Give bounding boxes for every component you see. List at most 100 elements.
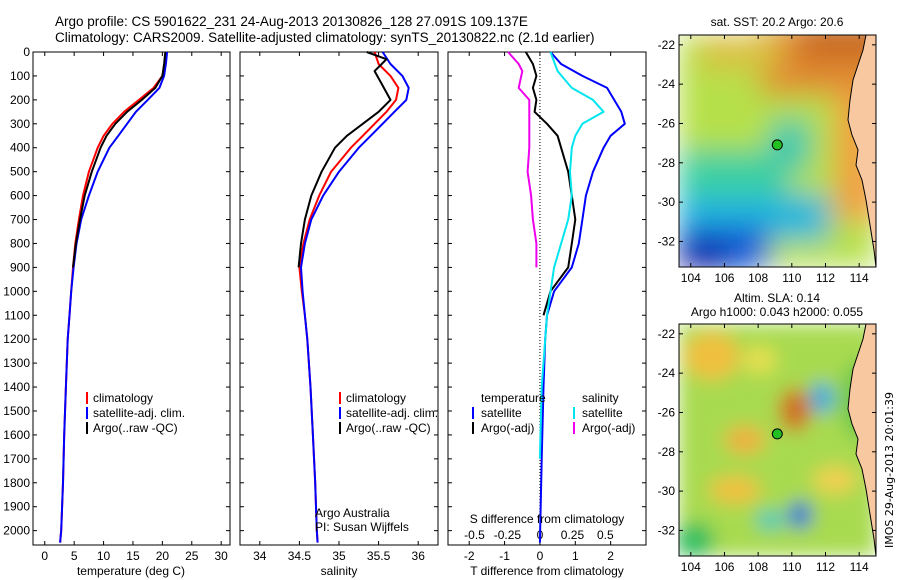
lon-tick-label: 112 — [816, 271, 835, 285]
legend-label-climatology: climatology — [93, 391, 153, 405]
temperature-xlabel: temperature (deg C) — [77, 564, 185, 578]
depth-tick-label: 1100 — [4, 308, 30, 322]
depth-tick-label: 700 — [10, 213, 30, 227]
sst-field — [679, 35, 876, 267]
temperature-panel: 0100200300400500600700800900100011001200… — [3, 45, 231, 578]
depth-tick-label: 1600 — [3, 428, 30, 442]
salinity-frame — [239, 51, 439, 546]
x-tick-label: 15 — [126, 549, 140, 563]
depth-tick-label: 1800 — [3, 476, 30, 490]
legend-label-s-satellite: satellite — [582, 406, 623, 420]
depth-tick-label: 1400 — [3, 380, 30, 394]
depth-tick-label: 900 — [10, 260, 30, 274]
x-tick-label: 10 — [97, 549, 111, 563]
t-difference-xlabel: T difference from climatology — [470, 564, 624, 578]
temperature-frame — [32, 51, 231, 546]
depth-tick-label: 2000 — [3, 524, 30, 538]
depth-axis: 0 100 200 300 400 500 600 700 800 900 1000 1100 1200… — [3, 45, 230, 538]
lat-tick-label: -32 — [658, 234, 676, 248]
annotation-argo-australia: Argo Australia — [315, 506, 390, 520]
depth-tick-label: 200 — [10, 93, 30, 107]
lon-tick-label: 108 — [748, 271, 768, 285]
depth-tick-label: 500 — [10, 165, 30, 179]
lon-tick-label: 106 — [714, 560, 734, 574]
lat-tick-label: -28 — [658, 445, 676, 459]
title-line-1: Argo profile: CS 5901622_231 24-Aug-2013… — [55, 14, 528, 29]
x-tick-label: 34.5 — [288, 549, 312, 563]
temperature-x-axis: 0 5 10 15 20 25 30 — [41, 52, 228, 563]
salinity-panel: 34 34.5 35 35.5 36 salinity climatology sate… — [239, 51, 439, 578]
difference-panel: -2 -1 0 1 2 -0.5 -0.25 0 0.25 0.5 S difference f… — [447, 51, 647, 578]
lon-tick-label: 104 — [681, 271, 701, 285]
x-tick-label: 5 — [71, 549, 78, 563]
land-mass — [847, 324, 876, 556]
x-tick-label: 0 — [41, 549, 48, 563]
s-difference-label: S difference from climatology — [470, 512, 625, 526]
sst-map: sat. SST: 20.2 Argo: 20.6 104 106 108 110 11… — [658, 15, 877, 285]
s-tick-label: 0.5 — [597, 528, 614, 542]
x-tick-label: 2 — [607, 549, 614, 563]
series-line-satellite-adj-clim — [300, 51, 410, 543]
depth-tick-label: 1900 — [3, 500, 30, 514]
lon-tick-label: 114 — [850, 560, 869, 574]
salinity-depth-ticks — [240, 51, 438, 532]
x-tick-label: 35.5 — [367, 549, 391, 563]
series-line-satellite-adj-clim — [59, 51, 169, 543]
land-mass — [847, 35, 876, 267]
difference-depth-ticks — [448, 51, 646, 532]
legend-label-satellite: satellite-adj. clim. — [93, 406, 185, 420]
difference-frame — [447, 51, 647, 546]
depth-tick-label: 400 — [10, 141, 30, 155]
series-line-argo-raw-qc — [72, 51, 167, 268]
x-tick-label: 0 — [537, 549, 544, 563]
difference-series — [507, 51, 626, 543]
depth-tick-label: 1300 — [3, 356, 30, 370]
legend-label-satellite: satellite-adj. clim. — [346, 406, 438, 420]
lat-tick-label: -26 — [658, 116, 676, 130]
sla-field — [679, 324, 876, 556]
depth-tick-label: 1500 — [3, 404, 30, 418]
depth-tick-label: 0 — [23, 45, 30, 59]
depth-tick-label: 1200 — [3, 332, 30, 346]
salinity-x-axis: 34 34.5 35 35.5 36 — [253, 52, 425, 563]
depth-tick-label: 300 — [10, 117, 30, 131]
x-tick-label: 20 — [156, 549, 170, 563]
sst-map-title: sat. SST: 20.2 Argo: 20.6 — [711, 15, 844, 29]
s-tick-label: -0.25 — [494, 528, 522, 542]
x-tick-label: 30 — [214, 549, 228, 563]
legend-title-salinity: salinity — [582, 391, 619, 405]
difference-legend: temperature satellite Argo(-adj) salinit… — [472, 391, 635, 435]
lon-tick-label: 108 — [748, 560, 768, 574]
legend-label-t-satellite: satellite — [481, 406, 522, 420]
lon-tick-label: 106 — [714, 271, 734, 285]
lon-tick-label: 112 — [816, 560, 835, 574]
sst-map-axes: 104 106 108 110 112 114 -22 -24 -26 -28 -30 -32 — [658, 35, 876, 285]
lat-tick-label: -30 — [658, 195, 676, 209]
lon-tick-label: 104 — [681, 560, 701, 574]
s-tick-label: 0.25 — [561, 528, 585, 542]
x-tick-label: 34 — [253, 549, 267, 563]
temperature-legend: climatology satellite-adj. clim. Argo(..… — [86, 391, 185, 435]
series-line-argo-raw-qc — [297, 51, 392, 268]
sst-map-frame — [678, 34, 877, 268]
x-tick-label: 35 — [332, 549, 346, 563]
sla-map-frame — [678, 323, 877, 557]
s-tick-label: -0.5 — [464, 528, 485, 542]
lat-tick-label: -28 — [658, 156, 676, 170]
lat-tick-label: -32 — [658, 523, 676, 537]
x-tick-label: 25 — [185, 549, 199, 563]
lat-tick-label: -22 — [658, 38, 676, 52]
annotation-pi: PI: Susan Wijffels — [315, 520, 409, 534]
x-tick-label: 36 — [412, 549, 426, 563]
x-tick-label: -1 — [499, 549, 510, 563]
series-line-argo-adj — [524, 51, 577, 316]
sla-map-title-1: Altim. SLA: 0.14 — [734, 291, 820, 305]
series-line-salinity-satellite — [538, 51, 605, 459]
x-tick-label: -2 — [464, 549, 475, 563]
series-line-salinity-argo-adj — [507, 51, 538, 268]
depth-tick-label: 600 — [10, 189, 30, 203]
legend-label-argo: Argo(..raw -QC) — [93, 421, 178, 435]
depth-tick-label: 1000 — [3, 284, 30, 298]
depth-tick-label: 1700 — [3, 452, 30, 466]
lat-tick-label: -24 — [658, 77, 676, 91]
